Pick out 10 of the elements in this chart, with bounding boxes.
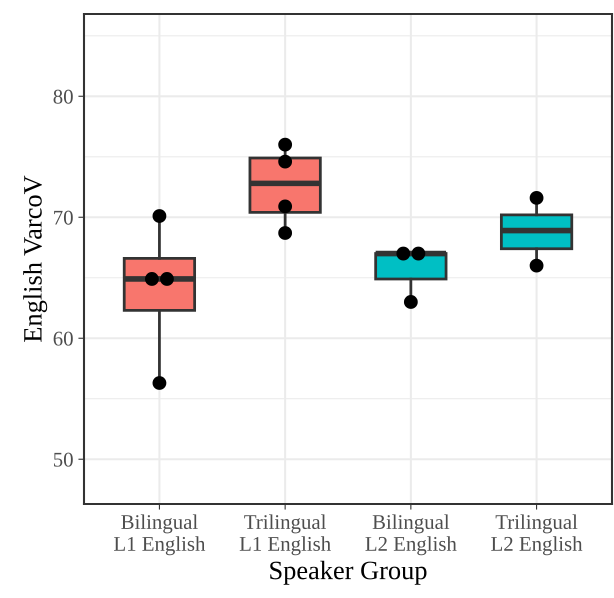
y-tick-label: 50 [54, 452, 73, 467]
y-tick-label: 80 [54, 90, 73, 104]
x-tick-label: Trilingual L1 English [240, 514, 331, 556]
x-tick-label: Trilingual L2 English [491, 514, 582, 556]
x-tick-label: Bilingual L1 English [114, 514, 206, 556]
x-axis-title: Speaker Group [270, 560, 426, 585]
x-tick-label: Bilingual L2 English [365, 514, 457, 556]
y-tick-label: 70 [54, 210, 73, 225]
y-tick-label: 60 [54, 332, 73, 346]
y-axis-title: English VarcoV [23, 176, 48, 342]
